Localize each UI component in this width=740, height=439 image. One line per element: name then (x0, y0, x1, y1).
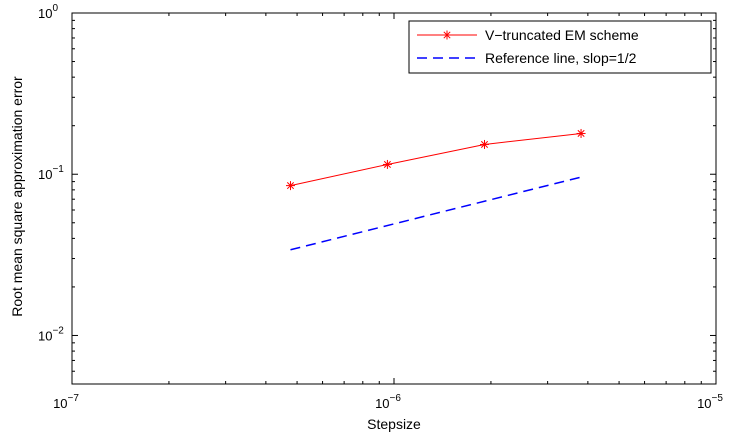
x-tick-label: 10−7 (53, 393, 79, 411)
legend-box (408, 20, 712, 74)
series-1-line (290, 132, 582, 187)
y-tick-label: 10−1 (38, 164, 64, 182)
legend-label-1: V−truncated EM scheme (485, 27, 639, 43)
tick-labels: 10−7 10−6 10−5 10−2 10−1 100 (38, 3, 723, 411)
x-tick-label: 10−6 (375, 393, 401, 411)
series-2-line (290, 176, 582, 251)
series-layer (285, 128, 586, 251)
x-tick-label: 10−5 (697, 393, 723, 411)
y-axis-label: Root mean square approximation error (9, 76, 25, 317)
series-1-point (382, 159, 392, 169)
legend: V−truncated EM scheme Reference line, slo… (408, 20, 712, 74)
y-tick-label: 100 (38, 3, 58, 21)
plot-frame (71, 12, 717, 385)
legend-label-2: Reference line, slop=1/2 (485, 50, 637, 66)
series-1-point (285, 181, 295, 191)
series-1-point (576, 128, 586, 138)
x-axis-label: Stepsize (367, 416, 421, 432)
legend-marker-1 (442, 30, 452, 40)
series-1-point (479, 139, 489, 149)
y-tick-label: 10−2 (38, 325, 64, 343)
